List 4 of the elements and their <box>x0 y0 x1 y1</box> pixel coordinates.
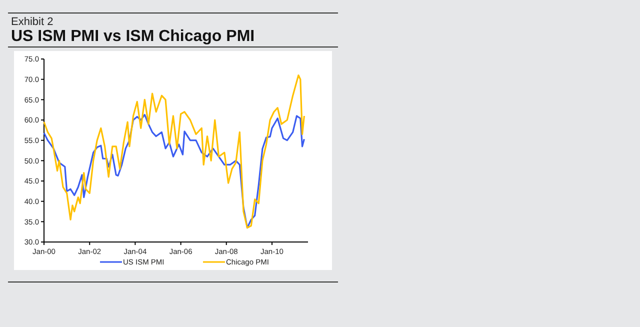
chart-title: US ISM PMI vs ISM Chicago PMI <box>11 28 255 45</box>
line-series <box>43 114 305 229</box>
chart-subtitle: Exhibit 2 <box>11 16 54 28</box>
line-series <box>43 74 305 229</box>
